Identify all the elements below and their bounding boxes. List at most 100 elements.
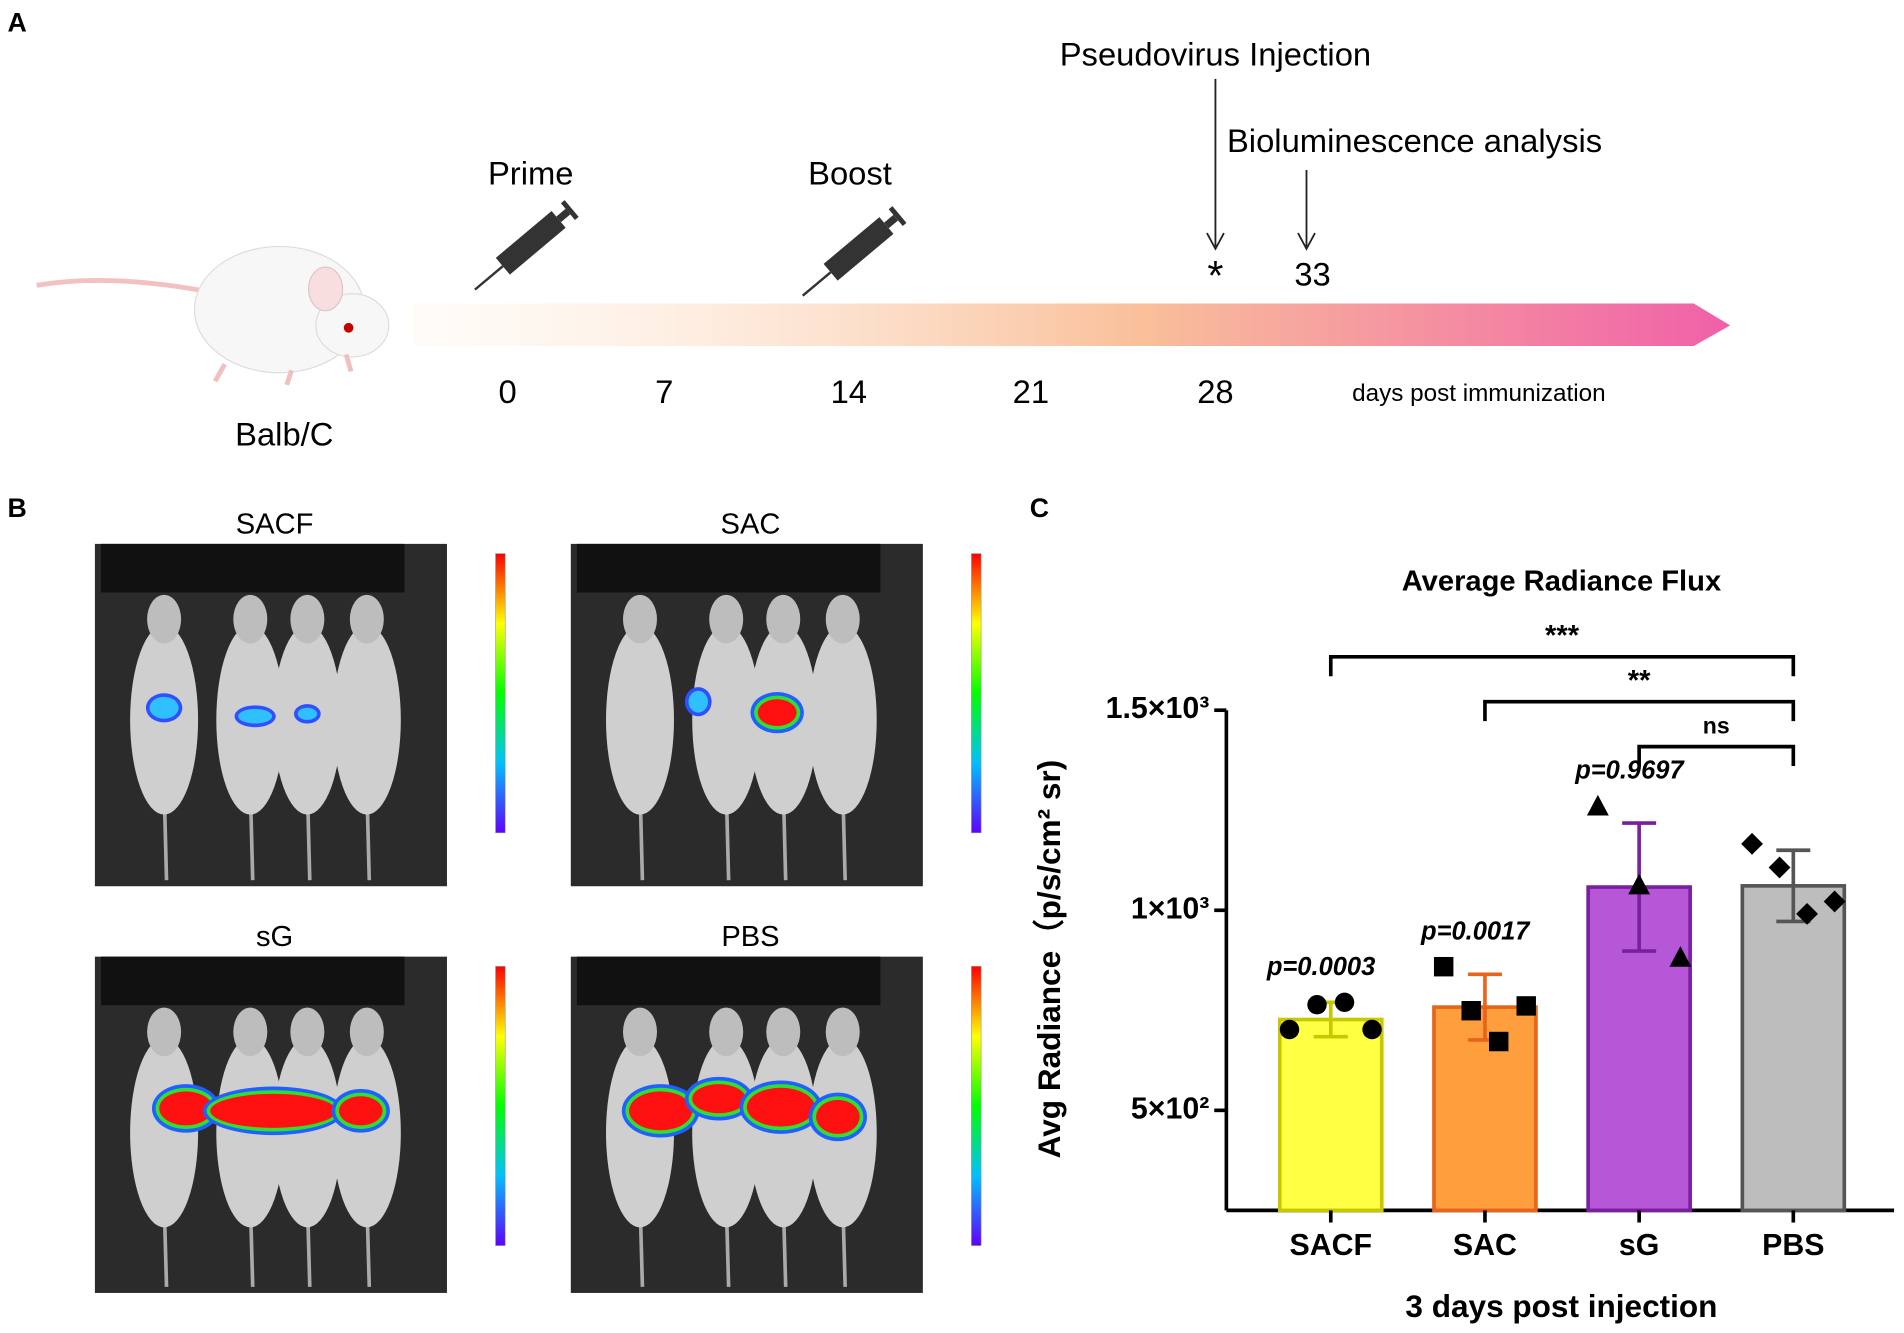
mouse-head [622, 1007, 657, 1057]
mouse-head [709, 594, 744, 644]
y-axis-label: Avg Radiance（p/s/cm² sr) [1031, 760, 1067, 1159]
day-label: 14 [831, 373, 867, 410]
day-label: 0 [499, 373, 517, 410]
mouse-body [332, 625, 401, 815]
analysis-label: Bioluminescence analysis [1227, 122, 1602, 159]
x-tick-label: SACF [1289, 1229, 1372, 1262]
significance-bracket [1328, 654, 1796, 677]
holder [576, 956, 881, 1006]
mouse-head [349, 1007, 384, 1057]
mouse-illustration [36, 245, 390, 386]
signal [297, 707, 318, 720]
holder [100, 956, 405, 1006]
data-point [1768, 856, 1791, 879]
group-title: SAC [721, 508, 781, 540]
panel-label: C [1030, 493, 1049, 523]
color-scale [971, 966, 982, 1246]
chart-title: Average Radiance Flux [1402, 565, 1721, 597]
signal [692, 1084, 746, 1114]
bar [1277, 1017, 1384, 1213]
data-point [1489, 1031, 1509, 1052]
signal [238, 708, 273, 724]
mouse-head [622, 594, 657, 644]
boost-label: Boost [808, 155, 892, 192]
p-value: p=0.9697 [1574, 757, 1685, 785]
color-scale [495, 553, 506, 834]
group-title: sG [256, 921, 293, 953]
p-value: p=0.0017 [1420, 917, 1531, 945]
signal [210, 1093, 337, 1128]
mouse-head [147, 1007, 182, 1057]
mouse-body [332, 1037, 401, 1228]
mouse-body [808, 625, 877, 815]
p-value: p=0.0003 [1266, 953, 1375, 981]
signal [338, 1096, 383, 1126]
signal [688, 690, 708, 713]
data-point [1741, 832, 1763, 855]
bar [1740, 884, 1847, 1213]
significance-label: ** [1628, 665, 1651, 697]
color-scale [495, 966, 506, 1246]
significance-bracket [1483, 699, 1796, 722]
data-point [1279, 1019, 1300, 1040]
signal [629, 1091, 693, 1131]
data-point [1362, 1019, 1382, 1040]
timeline-arrow [412, 303, 1731, 346]
arrows [1206, 78, 1316, 251]
signal [816, 1099, 860, 1134]
holder [576, 543, 881, 593]
mouse-body [273, 1037, 342, 1228]
mouse-head [290, 594, 325, 644]
y-tick-label: 1×10³ [1131, 892, 1209, 925]
day-label: 21 [1013, 373, 1049, 410]
prime-label: Prime [488, 155, 574, 192]
group-title: SACF [236, 508, 314, 540]
x-tick-label: PBS [1762, 1229, 1824, 1262]
animal-label: Balb/C [235, 416, 333, 453]
x-axis-label: 3 days post injection [1405, 1288, 1717, 1324]
signal [149, 696, 179, 719]
x-tick-label: SAC [1453, 1229, 1517, 1262]
mouse-head [766, 1007, 801, 1057]
group-title: PBS [721, 921, 779, 953]
mouse-body [692, 625, 761, 815]
day-label: 28 [1197, 373, 1233, 410]
syringe [474, 200, 579, 291]
analysis-day: 33 [1294, 255, 1330, 292]
signal [757, 699, 797, 726]
data-point [1669, 946, 1692, 967]
data-point [1586, 794, 1609, 816]
mouse-head [290, 1007, 325, 1057]
signal [746, 1087, 815, 1127]
data-point [1516, 996, 1536, 1016]
mouse-head [349, 594, 384, 644]
mouse-head [709, 1007, 744, 1057]
color-scale [971, 553, 982, 834]
syringe [801, 206, 907, 297]
significance-bracket [1637, 744, 1796, 767]
data-point [1307, 994, 1327, 1015]
data-point [1628, 873, 1651, 895]
data-point [1461, 1000, 1481, 1021]
panel-label: A [7, 7, 26, 37]
mouse-head [233, 1007, 268, 1057]
injection-mark: * [1207, 253, 1223, 299]
panel-label: B [7, 493, 26, 523]
mouse-head [766, 594, 801, 644]
data-point [1334, 992, 1355, 1013]
axis-label: days post immunization [1352, 380, 1606, 407]
day-label: 7 [655, 373, 673, 410]
significance-label: ns [1703, 712, 1730, 738]
mouse-head [233, 594, 268, 644]
mouse-body [606, 625, 674, 815]
x-tick-label: sG [1619, 1229, 1659, 1262]
data-point [1796, 902, 1819, 925]
mouse-head [825, 1007, 860, 1057]
mouse-head [147, 594, 182, 644]
data-point [1823, 890, 1846, 913]
signal [159, 1091, 213, 1126]
y-tick-label: 5×10² [1131, 1092, 1209, 1125]
injection-label: Pseudovirus Injection [1060, 36, 1371, 73]
y-tick-label: 1.5×10³ [1106, 692, 1210, 725]
